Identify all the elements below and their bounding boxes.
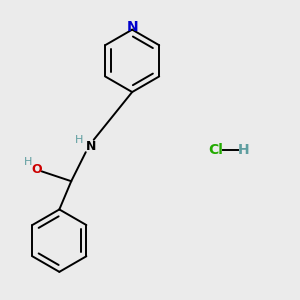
Text: Cl: Cl: [208, 143, 223, 157]
Text: H: H: [24, 157, 32, 167]
Text: O: O: [32, 163, 42, 176]
Text: N: N: [86, 140, 97, 153]
Text: H: H: [75, 135, 84, 145]
Text: H: H: [238, 143, 249, 157]
Text: N: N: [126, 20, 138, 34]
